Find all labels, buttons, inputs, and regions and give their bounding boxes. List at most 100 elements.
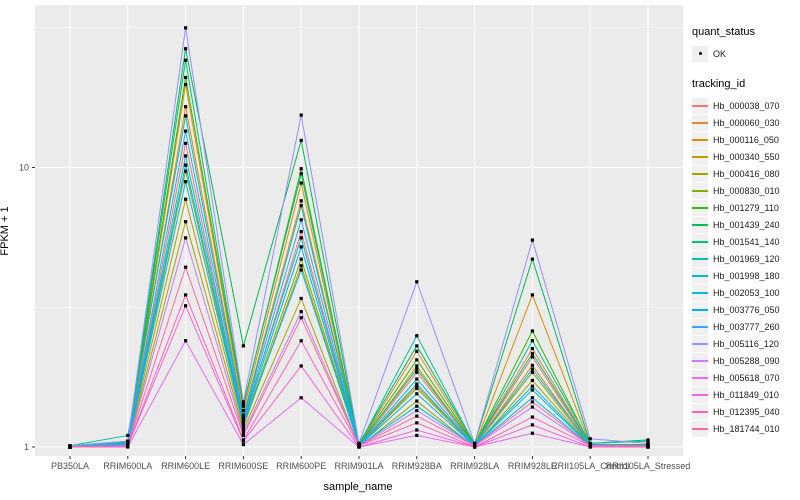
data-point: [646, 439, 650, 443]
x-tick-label: RRII105LA_Control: [551, 461, 629, 471]
data-point: [299, 310, 303, 314]
legend-item-Hb_181744_010: Hb_181744_010: [692, 420, 798, 437]
legend-item-Hb_000340_550: Hb_000340_550: [692, 148, 798, 165]
legend-item-label: Hb_001969_120: [713, 253, 780, 264]
series-color-key: [692, 301, 708, 318]
legend-tracking-title: tracking_id: [692, 78, 746, 90]
data-point: [530, 396, 534, 400]
data-point: [184, 220, 188, 224]
line-swatch-icon: [692, 240, 708, 243]
data-point: [241, 431, 245, 435]
series-color-key: [692, 250, 708, 267]
line-swatch-icon: [692, 342, 708, 345]
y-tick-label: 10: [19, 163, 29, 173]
data-point: [184, 114, 188, 118]
data-point: [299, 264, 303, 268]
data-point: [299, 167, 303, 171]
data-point: [299, 181, 303, 185]
series-color-key: [692, 318, 708, 335]
legend-item-Hb_000830_010: Hb_000830_010: [692, 182, 798, 199]
line-swatch-icon: [692, 155, 708, 158]
legend-item-Hb_001439_240: Hb_001439_240: [692, 216, 798, 233]
legend-item-label: OK: [713, 48, 727, 59]
legend-item-label: Hb_000060_030: [713, 117, 780, 128]
series-color-key: [692, 216, 708, 233]
line-swatch-icon: [692, 308, 708, 311]
data-point: [473, 441, 477, 446]
series-color-key: [692, 148, 708, 165]
data-point: [184, 304, 188, 308]
legend-item-Hb_001969_120: Hb_001969_120: [692, 250, 798, 267]
data-point: [530, 346, 534, 351]
legend-item-label: Hb_005288_090: [713, 355, 780, 366]
legend-item-label: Hb_001279_110: [713, 202, 779, 213]
legend-panel: quant_status OK tracking_id Hb_000038_07…: [692, 26, 798, 437]
legend-item-Hb_000116_050: Hb_000116_050: [692, 131, 798, 148]
data-point: [299, 172, 303, 176]
data-point: [299, 257, 303, 261]
data-point: [530, 415, 534, 419]
data-point: [299, 199, 303, 203]
data-point: [530, 339, 534, 343]
legend-item-Hb_001279_110: Hb_001279_110: [692, 199, 798, 216]
line-swatch-icon: [692, 359, 708, 362]
series-color-key: [692, 233, 708, 250]
legend-item-Hb_001998_180: Hb_001998_180: [692, 267, 798, 284]
legend-item-label: Hb_005116_120: [713, 338, 779, 349]
data-point: [241, 438, 245, 442]
data-point: [530, 370, 534, 374]
data-point: [184, 47, 188, 51]
legend-item-Hb_000038_070: Hb_000038_070: [692, 97, 798, 114]
data-point: [184, 141, 188, 145]
legend-item-Hb_001541_140: Hb_001541_140: [692, 233, 798, 250]
series-color-key: [692, 335, 708, 352]
data-point: [184, 293, 188, 297]
data-point: [415, 382, 419, 386]
legend-item-label: Hb_000830_010: [713, 185, 780, 196]
x-tick-label: RRIM928LA: [450, 461, 499, 471]
series-color-key: [692, 284, 708, 301]
series-color-key: [692, 369, 708, 386]
series-color-key: [692, 114, 708, 131]
line-swatch-icon: [692, 206, 708, 209]
data-point: [68, 445, 72, 449]
series-color-key: [692, 267, 708, 284]
legend-item-Hb_003776_050: Hb_003776_050: [692, 301, 798, 318]
data-point: [184, 236, 188, 240]
series-color-key: [692, 131, 708, 148]
data-point: [415, 404, 419, 408]
data-point: [241, 423, 245, 427]
data-point: [357, 444, 361, 448]
legend-tracking-block: tracking_id Hb_000038_070 Hb_000060_030 Hb…: [692, 78, 798, 437]
x-tick-label: PB350LA: [51, 461, 89, 471]
series-color-key: [692, 420, 708, 437]
data-point: [184, 154, 188, 158]
data-point: [184, 129, 188, 133]
data-point: [241, 425, 245, 429]
data-point: [241, 413, 245, 417]
data-point: [415, 386, 419, 391]
line-swatch-icon: [692, 138, 708, 141]
x-tick-label: RRIM600LE: [161, 461, 210, 471]
data-point: [530, 257, 534, 261]
data-point: [126, 441, 130, 446]
data-point: [299, 218, 303, 222]
data-point: [126, 439, 130, 443]
legend-item-label: Hb_011849_010: [713, 389, 779, 400]
data-point: [530, 355, 534, 359]
data-point: [530, 363, 534, 367]
data-point: [530, 400, 534, 404]
data-point: [415, 421, 419, 425]
data-point: [299, 296, 303, 301]
line-swatch-icon: [692, 223, 708, 226]
x-tick-label: RRIM600PE: [276, 461, 326, 471]
data-point: [530, 238, 534, 242]
data-point: [299, 229, 303, 234]
data-point: [241, 428, 245, 432]
data-point: [415, 367, 419, 371]
data-point: [299, 204, 303, 208]
data-point: [530, 405, 534, 409]
legend-item-label: Hb_003776_050: [713, 304, 780, 315]
data-point: [241, 421, 245, 425]
